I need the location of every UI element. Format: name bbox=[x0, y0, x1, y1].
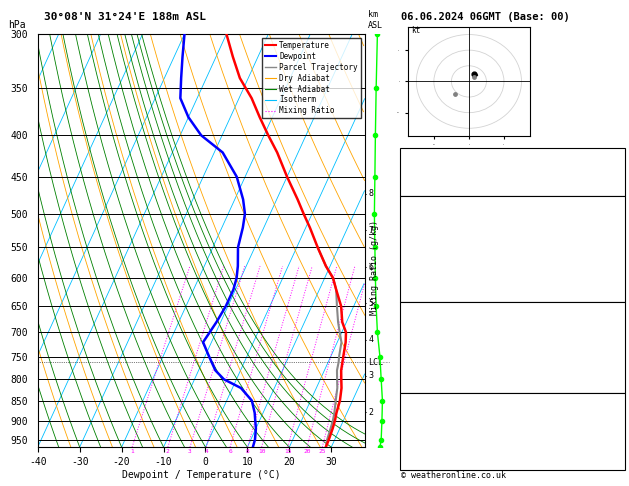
Text: EH: EH bbox=[403, 411, 414, 420]
Text: -4: -4 bbox=[612, 151, 623, 160]
Text: PW (cm): PW (cm) bbox=[403, 180, 441, 190]
Text: 5: 5 bbox=[368, 299, 373, 308]
Text: Hodograph: Hodograph bbox=[489, 396, 537, 405]
Text: CAPE (J): CAPE (J) bbox=[403, 363, 446, 372]
Text: hPa: hPa bbox=[8, 20, 26, 30]
Text: 8: 8 bbox=[617, 257, 623, 266]
Text: 11.3: 11.3 bbox=[601, 228, 623, 237]
Text: 2: 2 bbox=[166, 449, 170, 454]
Text: 0: 0 bbox=[617, 286, 623, 295]
Text: 0: 0 bbox=[617, 363, 623, 372]
Text: 2: 2 bbox=[368, 408, 373, 417]
Text: 29: 29 bbox=[612, 166, 623, 175]
Text: 0°: 0° bbox=[612, 440, 623, 449]
Text: 0: 0 bbox=[617, 411, 623, 420]
Text: Temp (°C): Temp (°C) bbox=[403, 213, 452, 223]
Text: km
ASL: km ASL bbox=[368, 11, 383, 30]
Text: Pressure (mb): Pressure (mb) bbox=[403, 319, 473, 329]
Text: 0: 0 bbox=[617, 272, 623, 281]
Text: 28.7: 28.7 bbox=[601, 213, 623, 223]
Text: 8: 8 bbox=[617, 348, 623, 358]
Text: Surface: Surface bbox=[494, 199, 532, 208]
Text: 8: 8 bbox=[368, 189, 373, 198]
Text: 4: 4 bbox=[368, 335, 373, 344]
Text: 7: 7 bbox=[617, 454, 623, 464]
Text: K: K bbox=[403, 151, 409, 160]
Text: 0: 0 bbox=[617, 425, 623, 434]
Text: Totals Totals: Totals Totals bbox=[403, 166, 473, 175]
Text: 25: 25 bbox=[318, 449, 326, 454]
Text: 15: 15 bbox=[284, 449, 292, 454]
Text: LCL: LCL bbox=[368, 358, 383, 366]
Point bbox=[469, 73, 479, 81]
Text: 1.26: 1.26 bbox=[601, 180, 623, 190]
Text: 06.06.2024 06GMT (Base: 00): 06.06.2024 06GMT (Base: 00) bbox=[401, 12, 569, 22]
Text: kt: kt bbox=[411, 26, 420, 35]
Text: Dewp (°C): Dewp (°C) bbox=[403, 228, 452, 237]
Point bbox=[469, 69, 479, 77]
Text: 20: 20 bbox=[303, 449, 311, 454]
Text: Lifted Index: Lifted Index bbox=[403, 257, 468, 266]
X-axis label: Dewpoint / Temperature (°C): Dewpoint / Temperature (°C) bbox=[122, 469, 281, 480]
Point bbox=[450, 90, 460, 98]
Text: 6: 6 bbox=[228, 449, 232, 454]
Text: 8: 8 bbox=[246, 449, 250, 454]
Text: 987: 987 bbox=[606, 319, 623, 329]
Text: StmDir: StmDir bbox=[403, 440, 435, 449]
Text: 4: 4 bbox=[204, 449, 208, 454]
Text: 1: 1 bbox=[130, 449, 134, 454]
Text: CIN (J): CIN (J) bbox=[403, 378, 441, 387]
Text: 10: 10 bbox=[258, 449, 265, 454]
Text: CIN (J): CIN (J) bbox=[403, 286, 441, 295]
Text: Mixing Ratio (g/kg): Mixing Ratio (g/kg) bbox=[370, 220, 379, 315]
Text: θₑ(K): θₑ(K) bbox=[403, 243, 430, 252]
Text: 3: 3 bbox=[368, 371, 373, 380]
Text: © weatheronline.co.uk: © weatheronline.co.uk bbox=[401, 471, 506, 480]
Text: Most Unstable: Most Unstable bbox=[477, 305, 548, 314]
Text: 7: 7 bbox=[368, 226, 373, 235]
Text: θₑ (K): θₑ (K) bbox=[403, 334, 435, 343]
Text: 0: 0 bbox=[617, 378, 623, 387]
Text: Lifted Index: Lifted Index bbox=[403, 348, 468, 358]
Text: 30°08'N 31°24'E 188m ASL: 30°08'N 31°24'E 188m ASL bbox=[44, 12, 206, 22]
Text: 328: 328 bbox=[606, 334, 623, 343]
Legend: Temperature, Dewpoint, Parcel Trajectory, Dry Adiabat, Wet Adiabat, Isotherm, Mi: Temperature, Dewpoint, Parcel Trajectory… bbox=[262, 38, 361, 119]
Text: 3: 3 bbox=[188, 449, 192, 454]
Text: CAPE (J): CAPE (J) bbox=[403, 272, 446, 281]
Text: StmSpd (kt): StmSpd (kt) bbox=[403, 454, 462, 464]
Text: SREH: SREH bbox=[403, 425, 425, 434]
Text: 6: 6 bbox=[368, 263, 373, 272]
Text: 328: 328 bbox=[606, 243, 623, 252]
